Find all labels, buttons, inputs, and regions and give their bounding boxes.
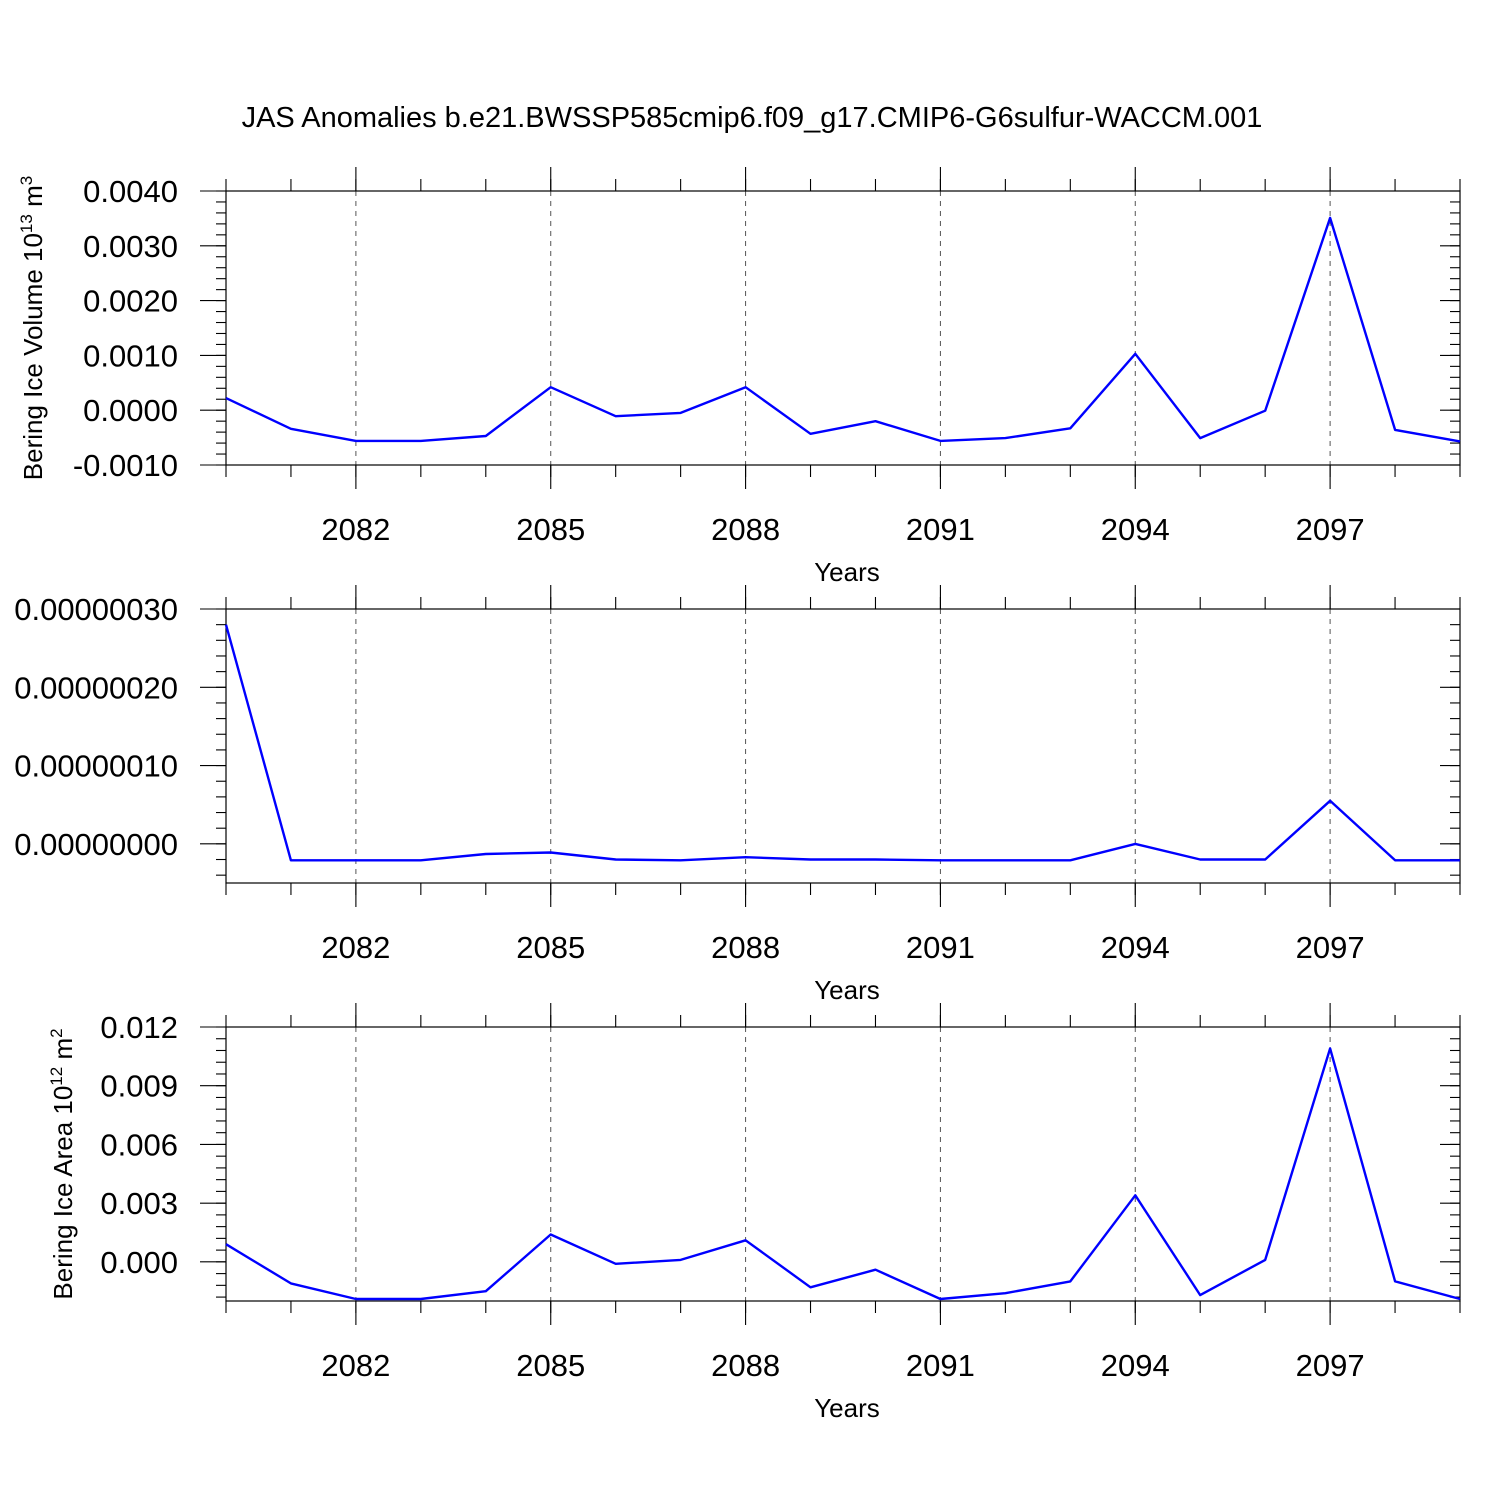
figure-title: JAS Anomalies b.e21.BWSSP585cmip6.f09_g1… (242, 102, 1263, 134)
y-tick-label: 0.000 (100, 1245, 178, 1280)
x-tick-label: 2088 (711, 512, 780, 547)
x-tick-label: 2082 (321, 930, 390, 965)
plot-frame (225, 1026, 1461, 1302)
y-tick-label: 0.00000000 (14, 827, 178, 862)
x-tick-label: 2091 (906, 512, 975, 547)
y-tick-label: 0.0000 (83, 393, 178, 428)
x-tick-label: 2094 (1101, 1348, 1170, 1383)
chart-panel-2: 2082 2085 2088 2091 2094 2097 0.00000000 0.0000… (14, 585, 1461, 1005)
x-tick-label: 2082 (321, 512, 390, 547)
x-axis-title: Years (814, 975, 880, 1005)
y-tick-label: -0.0010 (73, 448, 178, 483)
x-tick-label: 2094 (1101, 512, 1170, 547)
panels: 2082 2085 2088 2091 2094 2097 -0.0010 0.0000 0.0… (14, 167, 1461, 1423)
y-tick-label: 0.006 (100, 1127, 178, 1162)
y-tick-label: 0.0030 (83, 229, 178, 264)
y-tick-label: 0.00000020 (14, 670, 178, 705)
series-line (225, 1047, 1461, 1301)
series-line (224, 624, 1460, 862)
y-tick-label: 0.00000010 (14, 749, 178, 784)
y-tick-label: 0.003 (100, 1186, 178, 1221)
x-axis-title: Years (814, 557, 880, 587)
x-tick-label: 2085 (516, 930, 585, 965)
y-axis-title: Bering Ice Area 1012 m2 (47, 1028, 78, 1299)
y-tick-label: 0.012 (100, 1010, 178, 1045)
x-tick-label: 2097 (1296, 1348, 1365, 1383)
y-tick-label: 0.00000030 (14, 592, 178, 627)
x-tick-label: 2094 (1101, 930, 1170, 965)
chart-panel-1: 2082 2085 2088 2091 2094 2097 -0.0010 0.0000 0.0… (17, 167, 1461, 587)
series-line (225, 216, 1461, 443)
x-tick-label: 2097 (1296, 930, 1365, 965)
y-tick-label: 0.0010 (83, 338, 178, 373)
y-axis-title: Bering Ice Volume 1013 m3 (17, 176, 48, 480)
y-tick-label: 0.009 (100, 1069, 178, 1104)
x-axis-title: Years (814, 1393, 880, 1423)
plot-frame (225, 608, 1461, 884)
x-tick-label: 2088 (711, 930, 780, 965)
x-tick-label: 2085 (516, 1348, 585, 1383)
x-tick-label: 2091 (906, 930, 975, 965)
x-tick-label: 2088 (711, 1348, 780, 1383)
chart-panel-3: 2082 2085 2088 2091 2094 2097 0.000 0.003 0.006 0… (47, 1003, 1461, 1423)
x-tick-label: 2085 (516, 512, 585, 547)
x-tick-label: 2091 (906, 1348, 975, 1383)
plot-frame (225, 190, 1461, 466)
y-tick-label: 0.0020 (83, 284, 178, 319)
x-tick-label: 2097 (1296, 512, 1365, 547)
x-tick-label: 2082 (321, 1348, 390, 1383)
y-tick-label: 0.0040 (83, 174, 178, 209)
